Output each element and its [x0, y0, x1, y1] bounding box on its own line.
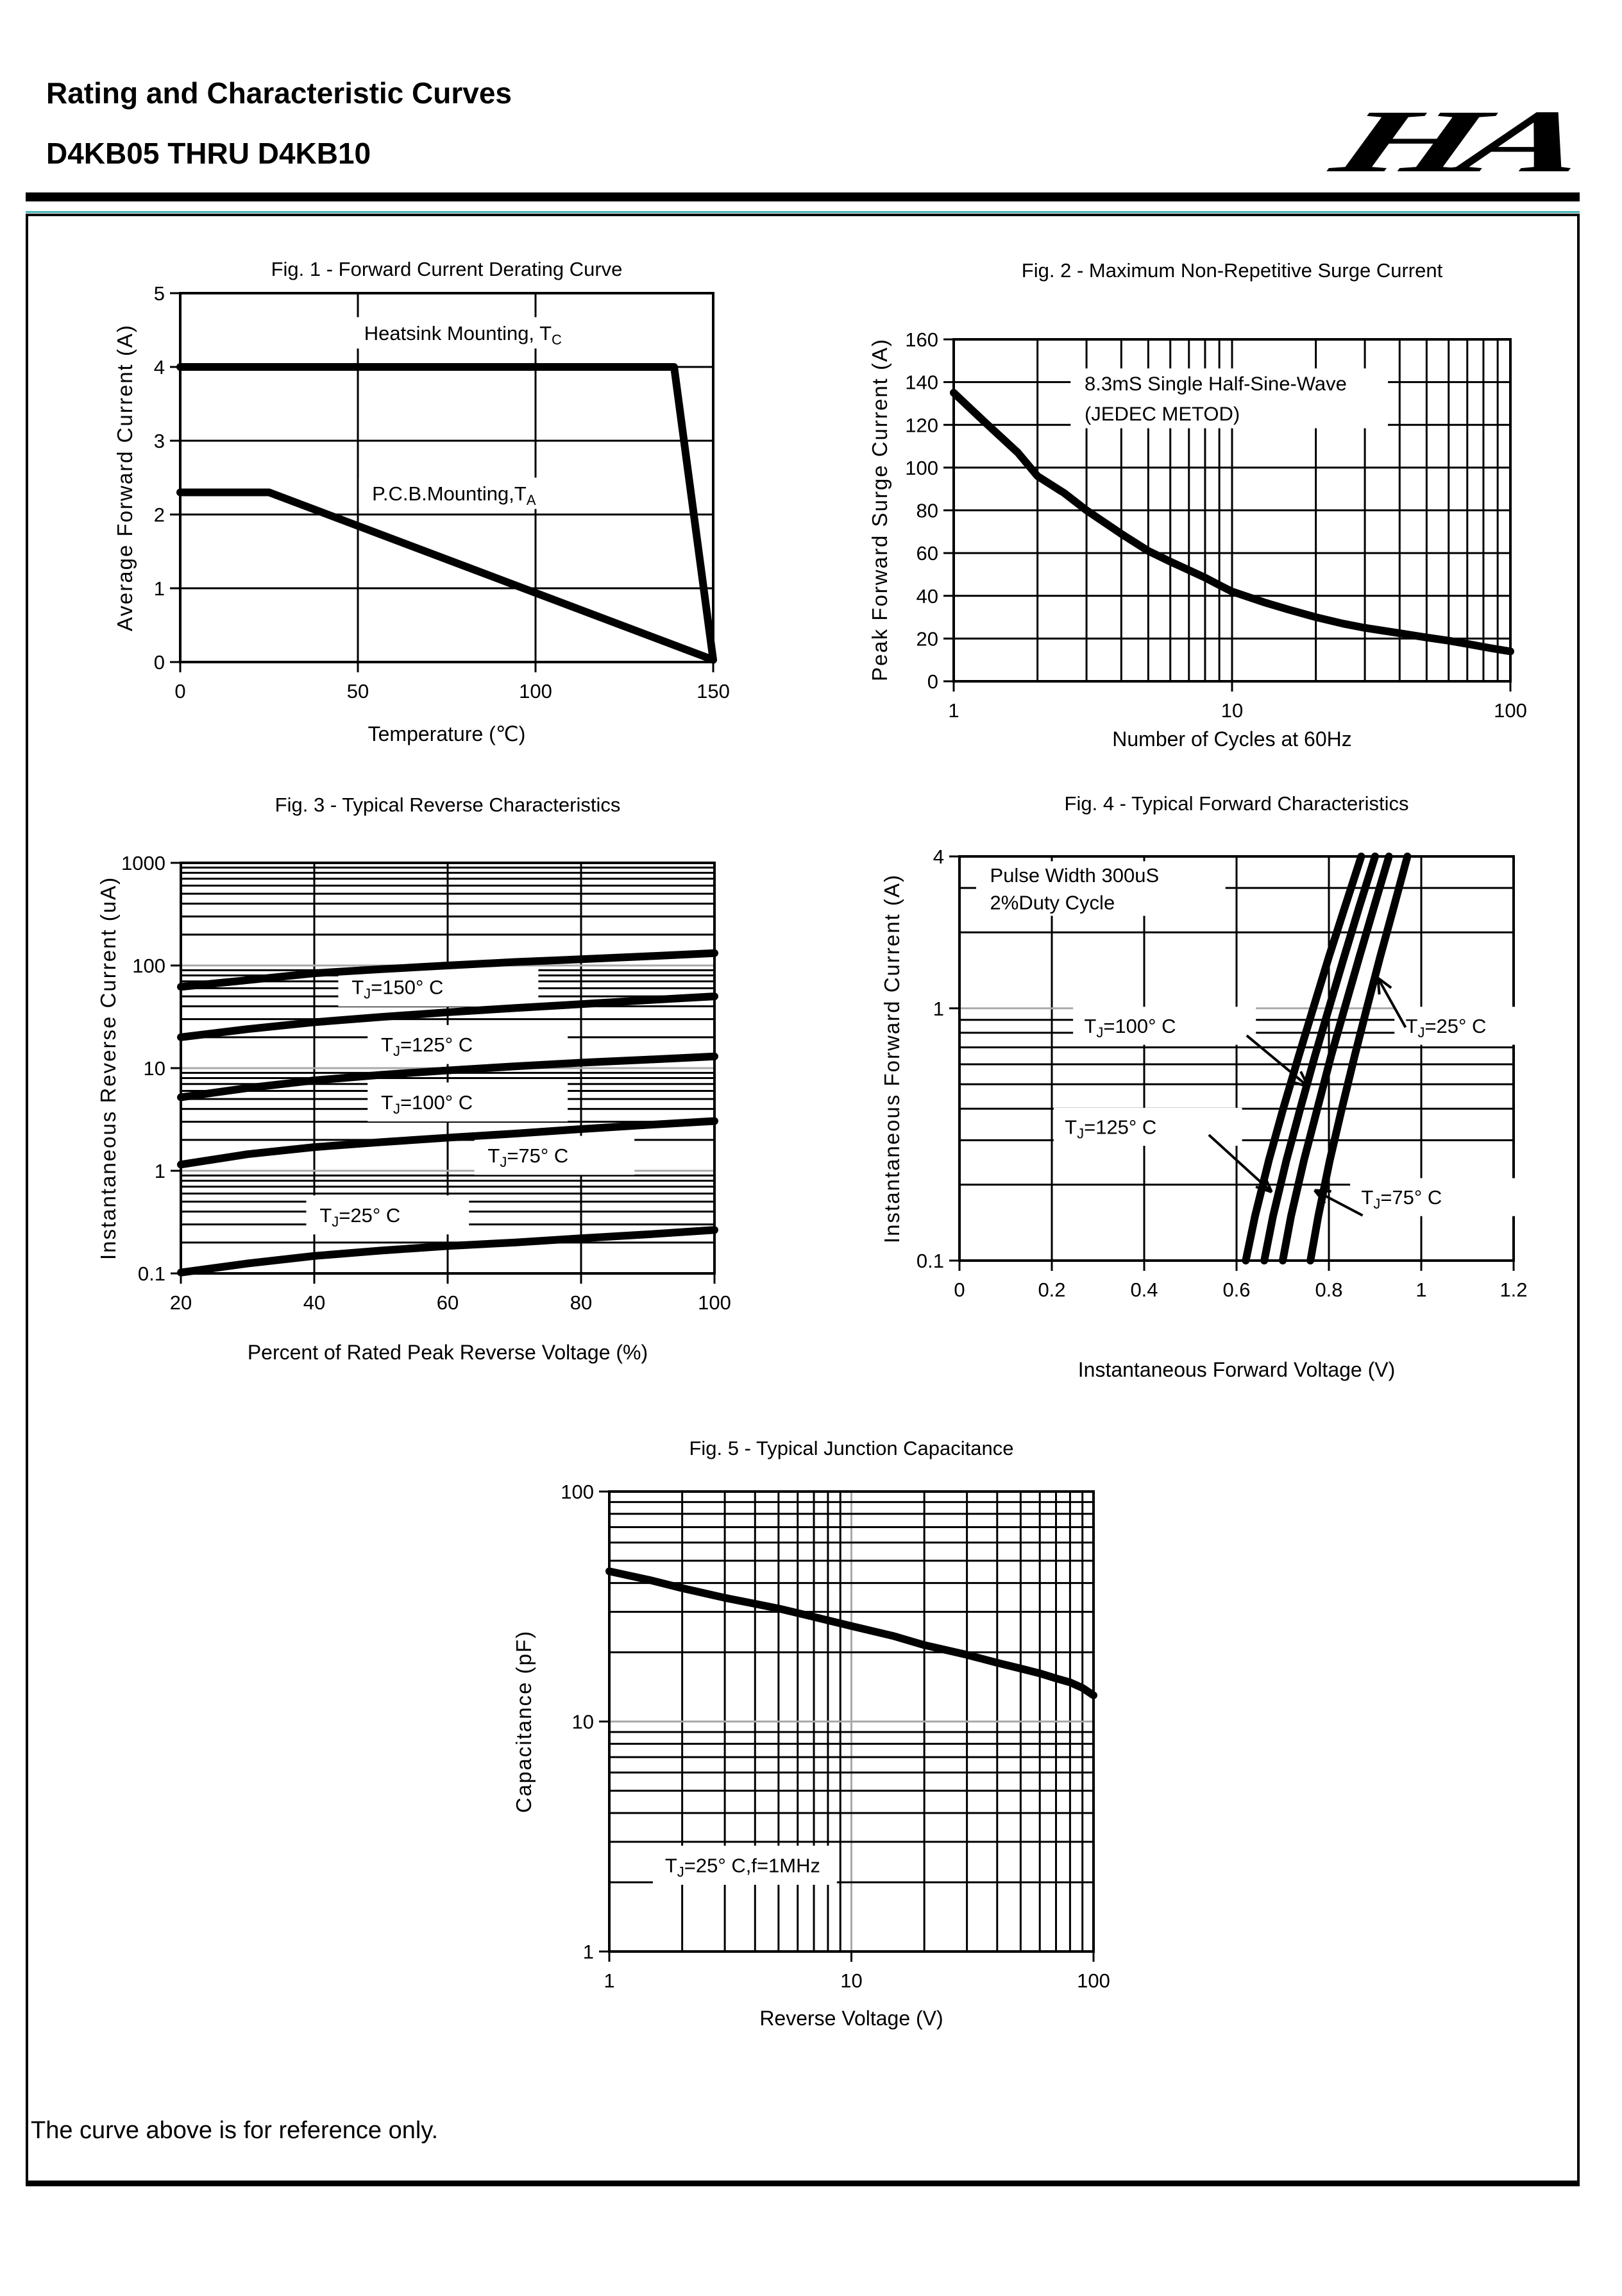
svg-text:1: 1	[933, 998, 944, 1020]
svg-text:P.C.B.Mounting,TA: P.C.B.Mounting,TA	[372, 482, 536, 508]
svg-text:TJ=125° C: TJ=125° C	[381, 1033, 473, 1059]
svg-text:10: 10	[840, 1969, 862, 1992]
part-number: D4KB05 THRU D4KB10	[46, 137, 371, 170]
svg-text:4: 4	[933, 846, 944, 868]
svg-text:1: 1	[155, 1160, 165, 1182]
svg-text:TJ=25° C: TJ=25° C	[319, 1204, 400, 1230]
figure-4-plot: 0 0.2 0.4 0.6 0.8 1 1.2 0.1 1 4 Pulse Width 300uS 2…	[917, 846, 1553, 1301]
svg-text:60: 60	[917, 542, 938, 565]
svg-text:0.4: 0.4	[1130, 1279, 1158, 1301]
svg-text:1: 1	[948, 699, 959, 722]
svg-text:0.6: 0.6	[1222, 1279, 1250, 1301]
svg-text:1: 1	[604, 1969, 614, 1992]
reference-note: The curve above is for reference only.	[31, 2117, 439, 2144]
svg-text:1.2: 1.2	[1500, 1279, 1527, 1301]
svg-text:TJ=75° C: TJ=75° C	[487, 1144, 568, 1170]
svg-text:TJ=125° C: TJ=125° C	[1065, 1116, 1156, 1141]
svg-text:0.1: 0.1	[138, 1263, 165, 1285]
figure-5-x-axis-label: Reverse Voltage (V)	[759, 2007, 943, 2030]
svg-text:60: 60	[437, 1291, 459, 1314]
figure-5-title: Fig. 5 - Typical Junction Capacitance	[689, 1437, 1014, 1459]
svg-text:TJ=75° C: TJ=75° C	[1361, 1186, 1442, 1212]
svg-text:TJ=100° C: TJ=100° C	[381, 1091, 473, 1117]
svg-text:140: 140	[905, 371, 938, 394]
svg-text:1: 1	[583, 1941, 594, 1963]
svg-text:20: 20	[170, 1291, 192, 1314]
svg-text:80: 80	[917, 500, 938, 522]
svg-text:TJ=100° C: TJ=100° C	[1084, 1015, 1176, 1041]
svg-text:TJ=25° C,f=1MHz: TJ=25° C,f=1MHz	[665, 1855, 820, 1880]
svg-text:Heatsink Mounting, TC: Heatsink Mounting, TC	[364, 322, 562, 348]
figure-1-title: Fig. 1 - Forward Current Derating Curve	[271, 258, 623, 280]
svg-text:100: 100	[132, 955, 165, 977]
brand-logo: HA	[1321, 92, 1588, 191]
svg-text:1: 1	[154, 577, 165, 600]
svg-text:40: 40	[303, 1291, 325, 1314]
figure-3-title: Fig. 3 - Typical Reverse Characteristics	[275, 794, 621, 816]
figure-2-x-axis-label: Number of Cycles at 60Hz	[1112, 727, 1352, 751]
accent-rule	[26, 211, 1580, 213]
figure-4-x-axis-label: Instantaneous Forward Voltage (V)	[1077, 1358, 1396, 1381]
figure-4-title: Fig. 4 - Typical Forward Characteristics	[1064, 792, 1409, 815]
svg-text:2: 2	[154, 504, 165, 526]
svg-text:1000: 1000	[121, 852, 165, 874]
figure-4: Fig. 4 - Typical Forward Characteristics…	[880, 792, 1553, 1381]
figure-2: Fig. 2 - Maximum Non-Repetitive Surge Cu…	[868, 259, 1527, 751]
svg-text:0: 0	[927, 670, 938, 693]
svg-text:4: 4	[154, 356, 165, 378]
figure-1-x-axis-label: Temperature (℃)	[367, 722, 526, 745]
figure-2-plot: 1 10 100 0 20 40 60 80 100 120 140 160 8.3mS Single …	[905, 328, 1527, 722]
figure-1-plot: 0 50 100 150 0 1 2 3 4 5 Heatsink Mounting, TC P.C.…	[154, 282, 730, 702]
svg-text:0: 0	[154, 651, 165, 674]
svg-text:TJ=150° C: TJ=150° C	[351, 976, 443, 1002]
svg-text:Pulse Width 300uS: Pulse Width 300uS	[990, 864, 1160, 887]
svg-text:0.8: 0.8	[1315, 1279, 1342, 1301]
svg-text:2%Duty Cycle: 2%Duty Cycle	[990, 891, 1115, 914]
svg-text:40: 40	[917, 585, 938, 608]
svg-text:5: 5	[154, 282, 165, 305]
svg-text:160: 160	[905, 328, 938, 351]
figure-1: Fig. 1 - Forward Current Derating Curve …	[113, 258, 730, 745]
svg-text:3: 3	[154, 430, 165, 452]
figure-5: Fig. 5 - Typical Junction Capacitance Ca…	[512, 1437, 1110, 2030]
svg-text:100: 100	[1077, 1969, 1110, 1992]
svg-text:150: 150	[697, 680, 730, 702]
figure-3-x-axis-label: Percent of Rated Peak Reverse Voltage (%…	[247, 1341, 648, 1364]
svg-text:10: 10	[572, 1711, 594, 1733]
svg-text:(JEDEC METOD): (JEDEC METOD)	[1085, 402, 1240, 425]
figure-3-plot: 20 40 60 80 100 0.1 1 10 100 1000 TJ=150° C TJ=125°…	[121, 852, 731, 1314]
svg-text:100: 100	[905, 457, 938, 479]
header-rule	[26, 192, 1580, 201]
svg-text:10: 10	[144, 1057, 165, 1080]
svg-text:100: 100	[519, 680, 552, 702]
figure-2-title: Fig. 2 - Maximum Non-Repetitive Surge Cu…	[1021, 259, 1443, 282]
figure-3: Fig. 3 - Typical Reverse Characteristics…	[96, 794, 731, 1364]
svg-text:100: 100	[698, 1291, 731, 1314]
svg-text:100: 100	[561, 1481, 594, 1503]
svg-text:1: 1	[1415, 1279, 1426, 1301]
svg-text:0: 0	[954, 1279, 965, 1301]
svg-text:100: 100	[1494, 699, 1527, 722]
svg-text:TJ=25° C: TJ=25° C	[1406, 1015, 1487, 1041]
svg-text:0.2: 0.2	[1038, 1279, 1065, 1301]
svg-text:10: 10	[1221, 699, 1243, 722]
svg-text:0.1: 0.1	[917, 1250, 944, 1272]
svg-text:8.3mS Single Half-Sine-Wave: 8.3mS Single Half-Sine-Wave	[1085, 373, 1347, 395]
page-title: Rating and Characteristic Curves	[46, 76, 512, 110]
svg-text:80: 80	[570, 1291, 592, 1314]
svg-text:120: 120	[905, 414, 938, 436]
svg-text:20: 20	[917, 627, 938, 650]
svg-text:0: 0	[174, 680, 185, 702]
figure-5-plot: 1 10 100 1 10 100 TJ=25° C,f=1MHz	[561, 1481, 1110, 1992]
svg-text:50: 50	[347, 680, 369, 702]
